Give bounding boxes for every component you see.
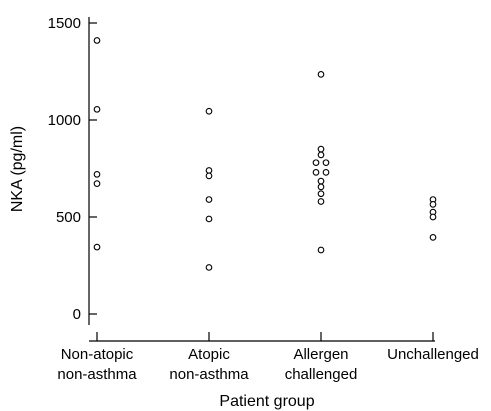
y-axis-label: NKA (pg/ml) <box>9 126 26 212</box>
x-axis-label: Patient group <box>219 393 314 410</box>
data-point <box>205 264 213 271</box>
y-tick-label: 0 <box>73 306 81 323</box>
data-point <box>429 234 437 241</box>
data-point <box>429 213 437 221</box>
data-point <box>93 105 101 113</box>
data-point <box>317 190 325 198</box>
data-point <box>93 180 101 187</box>
data-point <box>317 177 325 185</box>
y-tick-label: 1500 <box>48 15 81 32</box>
data-point <box>93 37 101 44</box>
data-point <box>317 198 325 205</box>
data-point <box>312 169 320 176</box>
x-tick-label: Atopic <box>188 346 230 363</box>
data-point <box>317 151 325 159</box>
x-tick-label: Unchallenged <box>387 346 479 363</box>
data-points <box>93 37 437 271</box>
data-point <box>93 243 101 251</box>
chart-axes: 0 500 1000 1500 Non-atopic non-asthma Atopic no… <box>48 15 479 383</box>
data-point <box>317 183 325 191</box>
x-tick-label: Non-atopic <box>61 346 134 363</box>
x-tick-label: non-asthma <box>57 366 137 383</box>
y-tick-label: 500 <box>56 209 81 226</box>
x-tick-label: Allergen <box>293 346 348 363</box>
y-tick-label: 1000 <box>48 112 81 129</box>
data-point <box>312 159 320 167</box>
data-point <box>322 169 330 176</box>
data-point <box>205 167 213 174</box>
axis-labels: NKA (pg/ml) Patient group <box>9 126 315 410</box>
data-point <box>317 246 325 254</box>
x-tick-label: non-asthma <box>169 366 249 383</box>
data-point <box>205 196 213 203</box>
data-point <box>317 71 325 78</box>
data-point <box>205 215 213 223</box>
x-tick-label: challenged <box>285 366 358 383</box>
data-point <box>93 170 101 178</box>
data-point <box>429 201 437 208</box>
data-point <box>317 145 325 153</box>
data-point <box>322 159 330 167</box>
data-point <box>205 172 213 180</box>
data-point <box>205 107 213 115</box>
